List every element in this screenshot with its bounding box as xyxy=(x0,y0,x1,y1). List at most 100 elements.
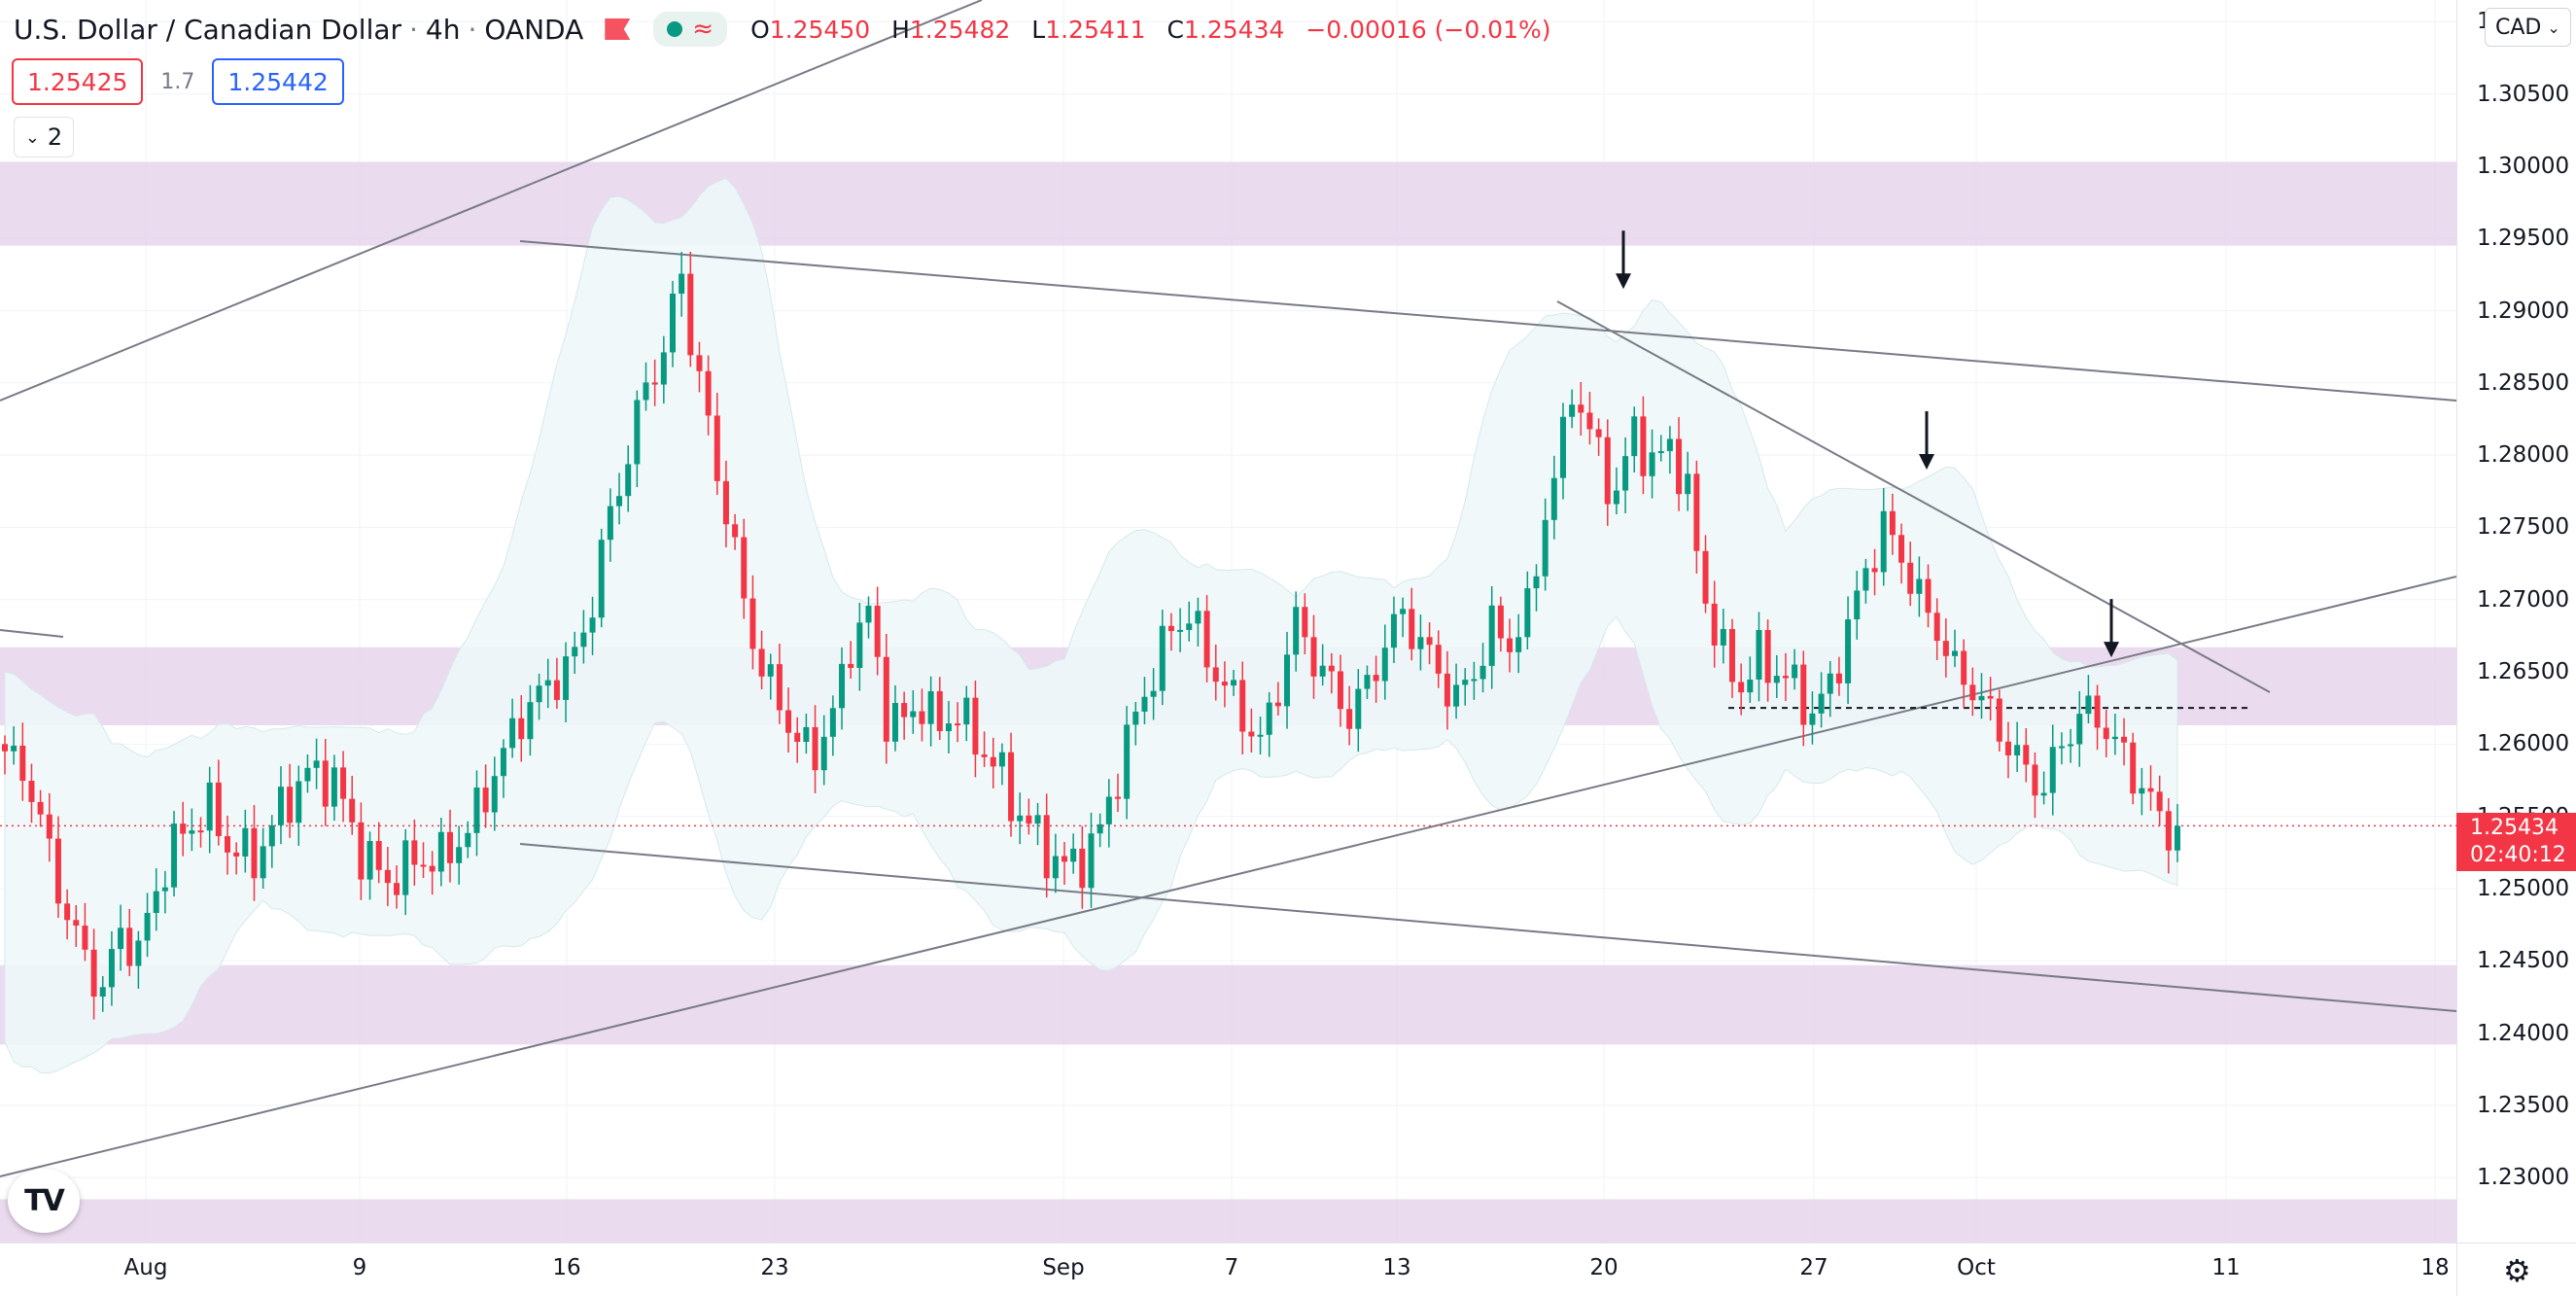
candle-body xyxy=(1764,630,1771,683)
candle-body xyxy=(598,540,605,618)
candle-body xyxy=(313,760,320,768)
interval-label[interactable]: 4h xyxy=(425,13,461,46)
price-tick-label: 1.23500 xyxy=(2477,1092,2570,1118)
candle-body xyxy=(1595,429,1602,438)
candle-body xyxy=(1862,568,1869,591)
candle-body xyxy=(1800,664,1807,725)
candle-body xyxy=(1364,675,1371,689)
tradingview-logo-icon[interactable]: TV xyxy=(8,1169,80,1233)
candle-body xyxy=(1542,519,1549,577)
candle-body xyxy=(1622,456,1629,491)
price-tick-label: 1.24500 xyxy=(2477,948,2570,974)
candle-body xyxy=(1578,404,1584,413)
time-tick-label: 20 xyxy=(1589,1255,1619,1280)
price-tick-label: 1.26000 xyxy=(2477,731,2570,757)
candle-body xyxy=(1809,713,1816,725)
candle-body xyxy=(1854,590,1861,620)
market-status-pill[interactable]: ≈ xyxy=(653,12,728,47)
candle-body xyxy=(215,782,222,837)
price-scale[interactable]: 1.310001.305001.300001.295001.290001.285… xyxy=(2456,0,2576,1243)
candle-body xyxy=(28,781,35,802)
candle-body xyxy=(955,723,961,726)
chart-pane[interactable] xyxy=(0,0,2456,1243)
candle-body xyxy=(1488,605,1495,666)
candle-body xyxy=(1693,473,1700,551)
high-label: H xyxy=(891,15,910,44)
candle-body xyxy=(54,838,61,904)
candle-body xyxy=(1266,702,1272,735)
candle-body xyxy=(1435,645,1442,674)
sell-button[interactable]: 1.25425 xyxy=(12,58,144,105)
candle-body xyxy=(1284,654,1291,707)
price-tick-label: 1.28000 xyxy=(2477,442,2570,469)
candle-body xyxy=(1792,664,1798,679)
candle-body xyxy=(1417,637,1424,649)
candle-body xyxy=(1604,437,1611,505)
candle-body xyxy=(660,352,667,385)
candle-body xyxy=(1729,628,1736,683)
symbol-title[interactable]: U.S. Dollar / Canadian Dollar xyxy=(14,13,402,46)
broker-label[interactable]: OANDA xyxy=(484,13,584,46)
candle-body xyxy=(1773,676,1780,683)
trend-line xyxy=(1556,300,2271,693)
candle-body xyxy=(829,708,836,737)
time-tick-label: 27 xyxy=(1799,1255,1828,1280)
candle-body xyxy=(1676,438,1683,495)
candle-body xyxy=(1141,696,1148,712)
candle-body xyxy=(1302,607,1308,638)
candle-body xyxy=(224,836,230,853)
candle-body xyxy=(1150,690,1157,697)
candle-body xyxy=(1845,619,1852,683)
candle-body xyxy=(1916,578,1923,594)
candle-body xyxy=(741,537,748,599)
candle-body xyxy=(1167,625,1174,632)
buy-button[interactable]: 1.25442 xyxy=(212,58,344,105)
candle-body xyxy=(287,787,294,823)
candle-body xyxy=(856,622,863,668)
candle-body xyxy=(2,744,8,752)
approx-icon: ≈ xyxy=(692,15,714,44)
candle-body xyxy=(927,690,934,724)
candle-body xyxy=(1657,451,1664,454)
candle-body xyxy=(189,830,195,834)
indicators-toggle-button[interactable]: ⌄ 2 xyxy=(14,117,74,158)
candle-body xyxy=(1533,576,1540,589)
candle-body xyxy=(1203,611,1210,668)
symbol-legend: U.S. Dollar / Canadian Dollar · 4h · OAN… xyxy=(14,10,1565,49)
price-tick-label: 1.30500 xyxy=(2477,81,2570,107)
price-tick-label: 1.26500 xyxy=(2477,659,2570,684)
candle-body xyxy=(1231,680,1237,686)
currency-button[interactable]: CAD ⌄ xyxy=(2485,8,2571,47)
candle-body xyxy=(891,703,898,742)
candle-body xyxy=(73,920,80,927)
market-open-icon xyxy=(667,21,683,37)
candle-body xyxy=(268,824,275,847)
currency-label: CAD xyxy=(2495,15,2542,40)
price-tick-label: 1.27500 xyxy=(2477,514,2570,541)
candle-body xyxy=(919,711,925,724)
candle-body xyxy=(1711,603,1718,646)
candle-body xyxy=(2014,745,2021,755)
candle-body xyxy=(197,830,204,833)
time-tick-label: 9 xyxy=(352,1255,367,1280)
flag-icon[interactable] xyxy=(605,18,630,40)
annotation-arrow-head xyxy=(1616,273,1631,290)
support-resistance-zone xyxy=(0,161,2456,246)
chart-canvas[interactable] xyxy=(0,0,2456,1243)
candle-body xyxy=(304,767,311,782)
candle-body xyxy=(2111,736,2118,740)
candle-body xyxy=(402,840,409,895)
candle-body xyxy=(2023,745,2030,765)
trend-line xyxy=(519,843,2456,1012)
candle-body xyxy=(296,781,302,823)
candle-body xyxy=(563,656,570,700)
time-tick-label: 13 xyxy=(1382,1255,1411,1280)
candle-body xyxy=(1097,823,1103,834)
candle-body xyxy=(2076,714,2083,745)
time-scale[interactable]: Aug 9 16 23 Sep 7 13 20 27 Oct 11 18 xyxy=(0,1243,2456,1296)
candle-body xyxy=(260,846,266,879)
trend-line xyxy=(0,629,64,638)
gear-icon[interactable]: ⚙ xyxy=(2503,1252,2531,1289)
candle-body xyxy=(118,928,124,950)
annotation-arrow-head xyxy=(1919,453,1934,470)
